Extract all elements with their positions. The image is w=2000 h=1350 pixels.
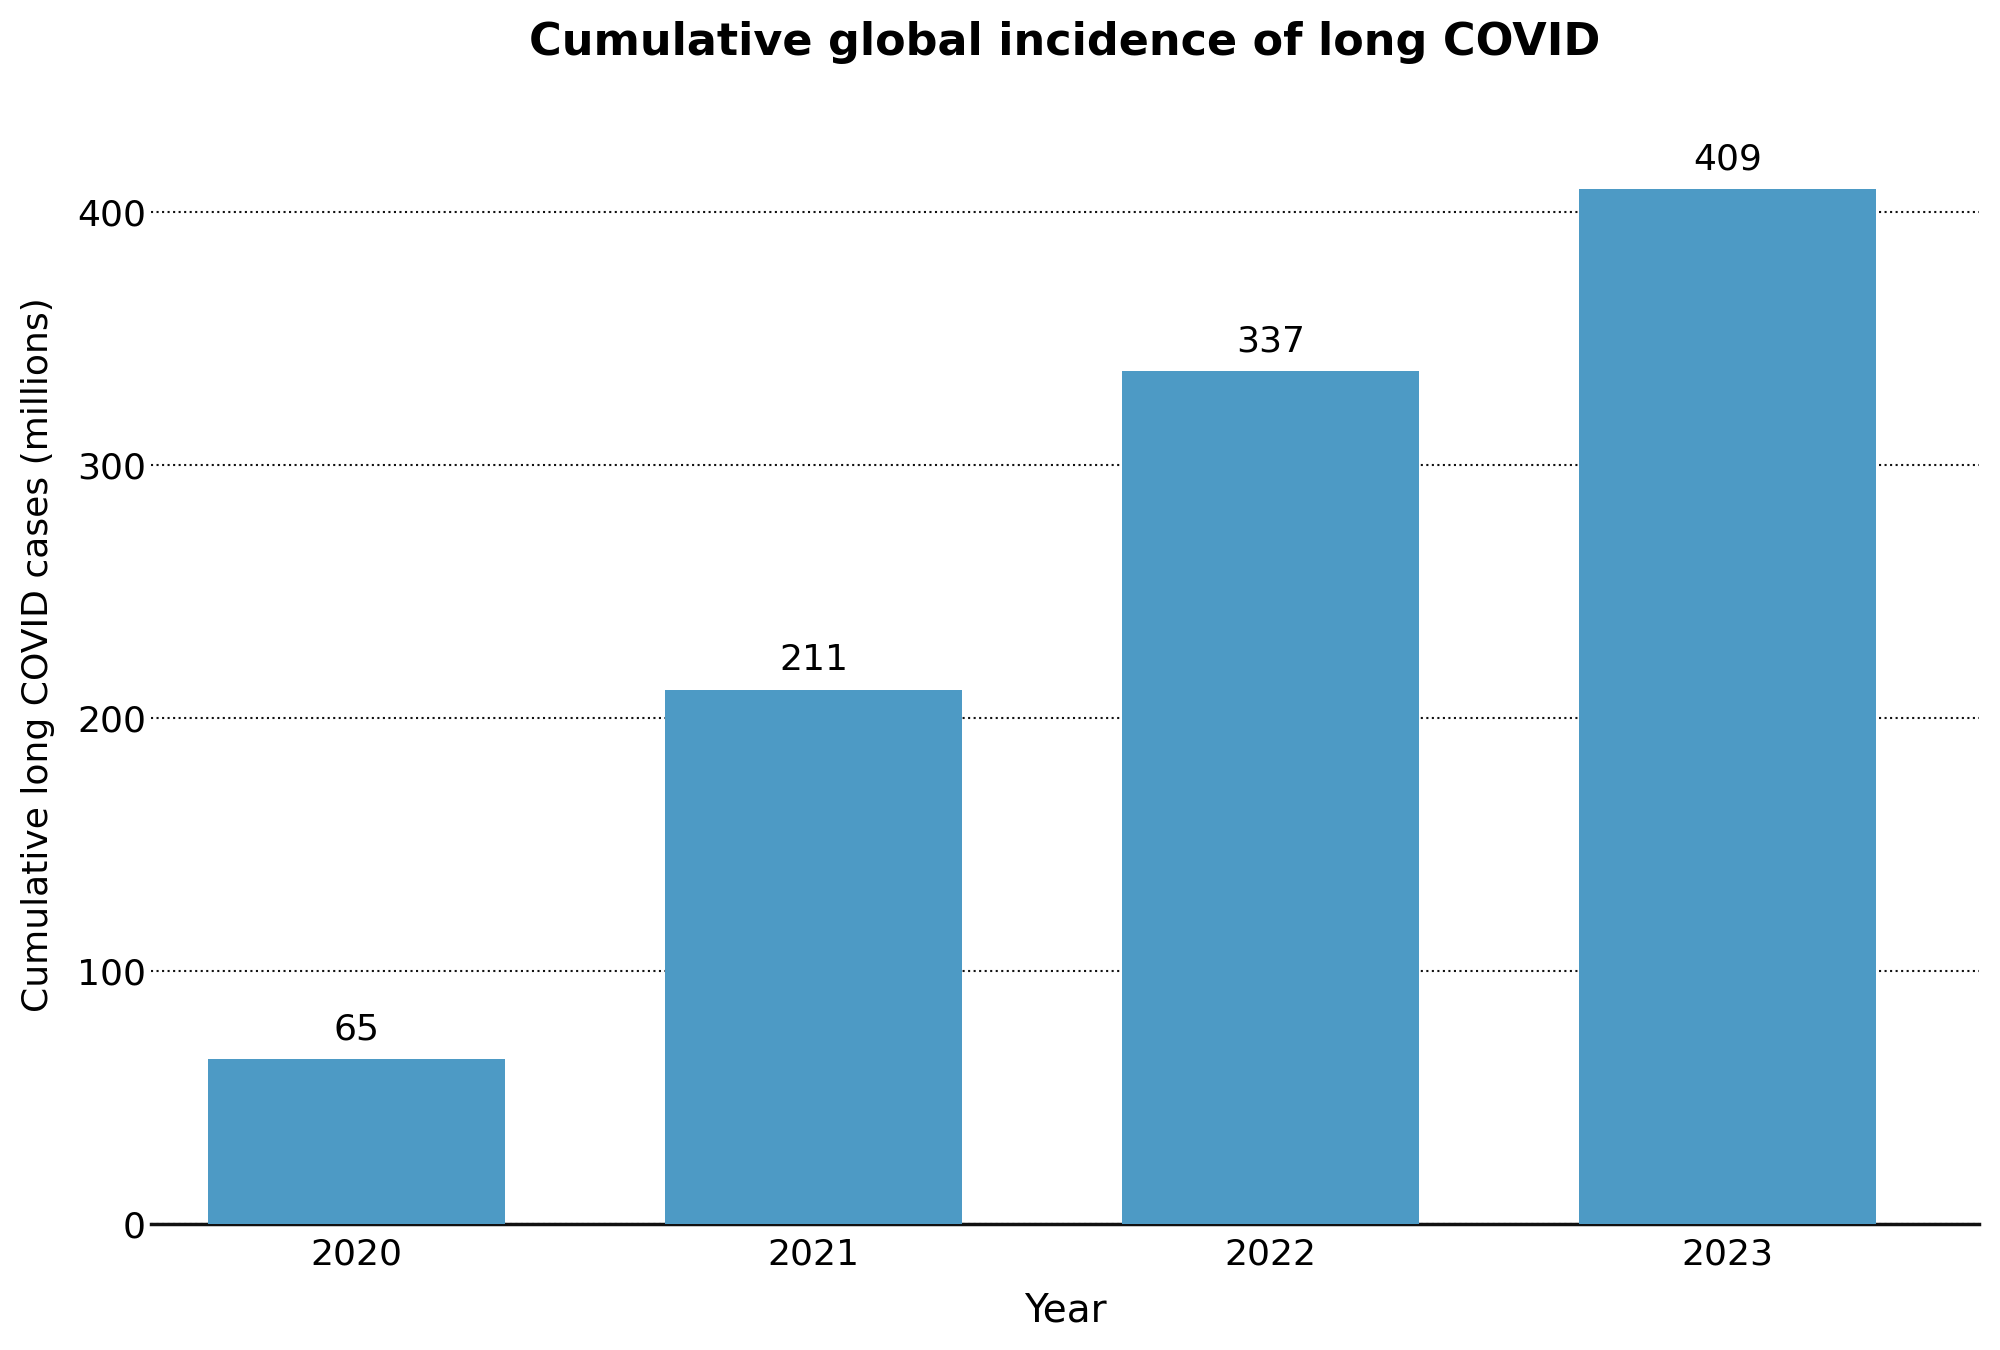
Text: 65: 65 xyxy=(334,1012,380,1046)
Text: 211: 211 xyxy=(780,644,848,678)
Title: Cumulative global incidence of long COVID: Cumulative global incidence of long COVI… xyxy=(530,20,1600,63)
Text: 337: 337 xyxy=(1236,324,1306,359)
Text: 409: 409 xyxy=(1694,143,1762,177)
X-axis label: Year: Year xyxy=(1024,1291,1106,1330)
Y-axis label: Cumulative long COVID cases (millions): Cumulative long COVID cases (millions) xyxy=(20,297,54,1012)
Bar xyxy=(208,1060,506,1224)
Bar xyxy=(666,690,962,1224)
Bar xyxy=(1580,189,1876,1224)
Bar xyxy=(1122,371,1420,1224)
